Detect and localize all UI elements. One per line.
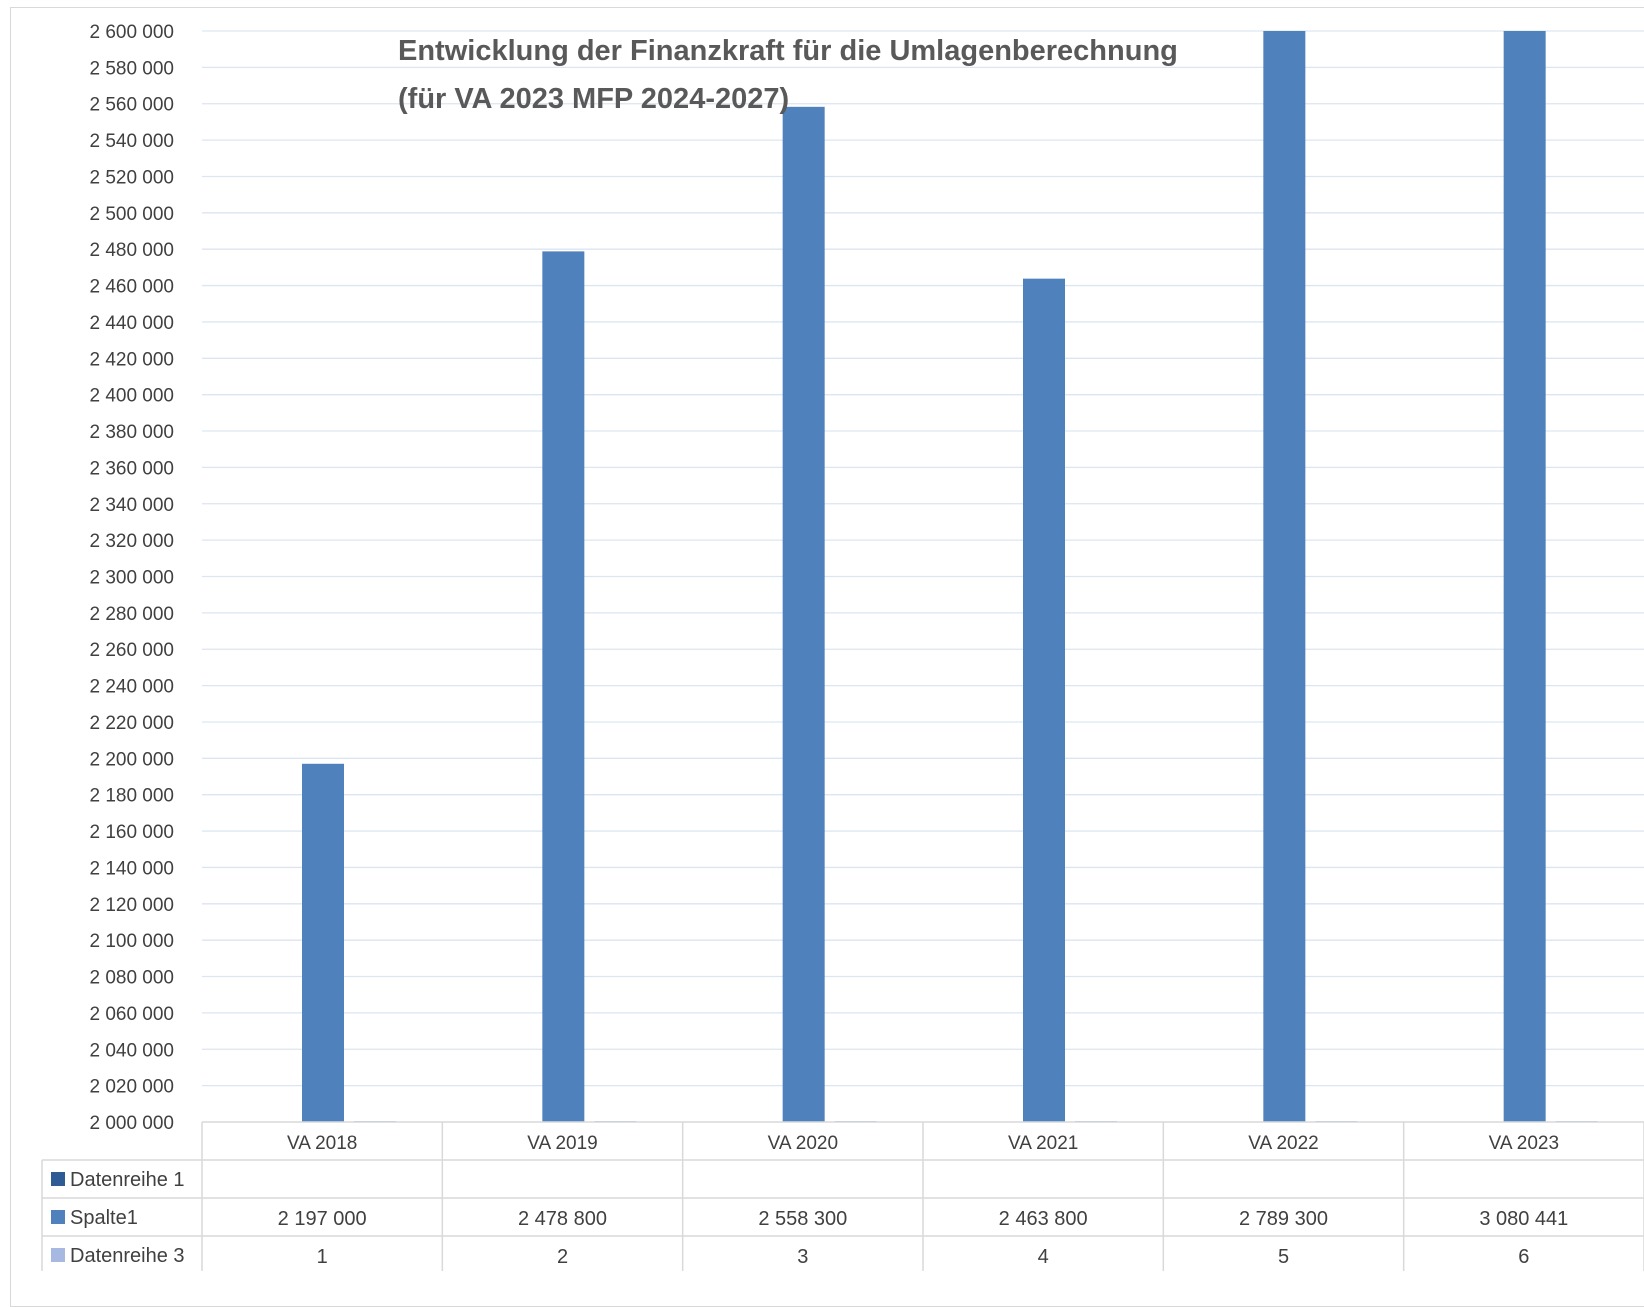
chart-title: Entwicklung der Finanzkraft für die Umla… [398, 35, 1178, 67]
y-tick-label: 2 300 000 [89, 568, 174, 589]
y-axis: 2 000 000 2 020 000 2 040 000 2 060 000 2 08… [89, 22, 174, 1134]
y-tick-label: 2 020 000 [89, 1077, 174, 1098]
bar-spalte1 [1023, 278, 1065, 1123]
y-tick-label: 2 040 000 [89, 1040, 174, 1061]
legend-key [51, 1210, 65, 1224]
y-tick-label: 2 260 000 [89, 640, 174, 661]
x-tick-label: VA 2020 [768, 1133, 838, 1154]
table-cell: 2 558 300 [758, 1208, 847, 1230]
x-tick-label: VA 2022 [1248, 1133, 1318, 1154]
table-cell: 4 [1038, 1246, 1049, 1268]
legend-label: Datenreihe 3 [70, 1245, 185, 1267]
y-tick-label: 2 560 000 [89, 95, 174, 116]
table-cell: 2 463 800 [999, 1208, 1088, 1230]
y-tick-label: 2 340 000 [89, 495, 174, 516]
table-cell: 2 [557, 1246, 568, 1268]
x-tick-label: VA 2021 [1008, 1133, 1078, 1154]
y-tick-label: 2 100 000 [89, 931, 174, 952]
y-tick-label: 2 360 000 [89, 458, 174, 479]
bar-spalte1 [1503, 31, 1546, 1122]
y-tick-label: 2 440 000 [89, 313, 174, 334]
bars [302, 31, 1598, 1123]
y-tick-label: 2 080 000 [89, 968, 174, 989]
table-cell: 2 478 800 [518, 1208, 607, 1230]
y-tick-label: 2 140 000 [89, 858, 174, 879]
bar-spalte1 [302, 763, 344, 1122]
x-tick-label: VA 2019 [527, 1133, 597, 1154]
y-tick-label: 2 060 000 [89, 1004, 174, 1025]
y-tick-label: 2 380 000 [89, 422, 174, 443]
y-tick-label: 2 160 000 [89, 822, 174, 843]
y-tick-label: 2 580 000 [89, 58, 174, 79]
y-tick-label: 2 400 000 [89, 386, 174, 407]
bar-spalte1 [782, 106, 825, 1122]
y-tick-label: 2 460 000 [89, 277, 174, 298]
data-table: VA 2018 VA 2019 VA 2020 VA 2021 VA 2022 VA 20… [41, 1121, 1644, 1271]
y-tick-label: 2 000 000 [89, 1113, 174, 1134]
y-tick-label: 2 540 000 [89, 131, 174, 152]
table-cell: 6 [1518, 1246, 1529, 1268]
table-cell: 2 197 000 [278, 1208, 367, 1230]
y-tick-label: 2 500 000 [89, 204, 174, 225]
bar-spalte1 [542, 251, 585, 1122]
y-tick-label: 2 320 000 [89, 531, 174, 552]
y-tick-label: 2 420 000 [89, 349, 174, 370]
legend-label: Spalte1 [70, 1207, 138, 1229]
chart-subtitle: (für VA 2023 MFP 2024-2027) [398, 83, 789, 115]
legend-label: Datenreihe 1 [70, 1169, 185, 1191]
y-tick-label: 2 240 000 [89, 677, 174, 698]
y-tick-label: 2 480 000 [89, 240, 174, 261]
y-tick-label: 2 600 000 [89, 22, 174, 43]
bar-spalte1 [1263, 31, 1306, 1122]
y-tick-label: 2 180 000 [89, 786, 174, 807]
y-tick-label: 2 120 000 [89, 895, 174, 916]
y-tick-label: 2 220 000 [89, 713, 174, 734]
bar-chart: 2 000 000 2 020 000 2 040 000 2 060 000 2 08… [41, 22, 1644, 1271]
table-cell: 5 [1278, 1246, 1289, 1268]
gridlines [202, 30, 1644, 1087]
table-cell: 3 [797, 1246, 808, 1268]
x-tick-label: VA 2018 [287, 1133, 357, 1154]
x-tick-label: VA 2023 [1489, 1133, 1559, 1154]
table-cell: 2 789 300 [1239, 1208, 1328, 1230]
table-cell: 1 [317, 1246, 328, 1268]
legend-key [51, 1172, 65, 1186]
y-tick-label: 2 280 000 [89, 604, 174, 625]
legend-key [51, 1248, 65, 1262]
y-tick-label: 2 520 000 [89, 167, 174, 188]
table-cell: 3 080 441 [1479, 1208, 1568, 1230]
y-tick-label: 2 200 000 [89, 749, 174, 770]
